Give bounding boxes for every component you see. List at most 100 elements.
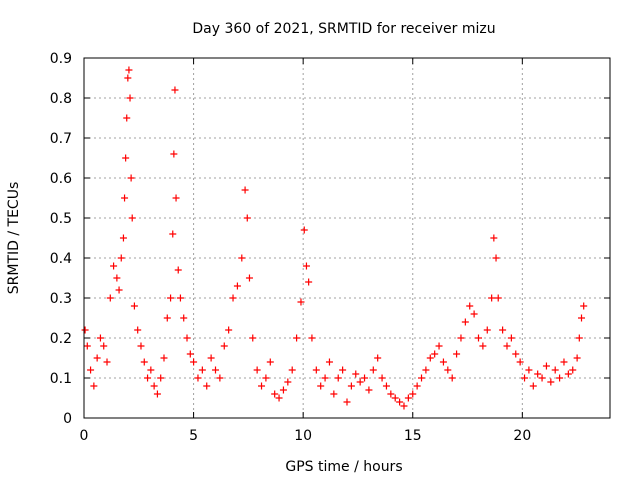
data-point — [160, 354, 168, 362]
data-point — [81, 326, 89, 334]
data-point — [547, 378, 555, 386]
x-tick-label: 15 — [404, 428, 422, 444]
data-point — [113, 274, 121, 282]
data-point — [300, 226, 308, 234]
data-point — [275, 394, 283, 402]
plot-frame — [83, 57, 611, 419]
data-point — [103, 358, 111, 366]
y-tick-label: 0.9 — [50, 51, 72, 67]
data-point — [157, 374, 165, 382]
data-point — [396, 398, 404, 406]
data-point — [453, 350, 461, 358]
data-point — [422, 366, 430, 374]
data-point — [271, 390, 279, 398]
data-point — [134, 326, 142, 334]
data-point — [284, 378, 292, 386]
data-point — [409, 390, 417, 398]
data-point — [288, 366, 296, 374]
data-point — [426, 354, 434, 362]
data-point — [150, 382, 158, 390]
data-point — [127, 174, 135, 182]
data-point — [203, 382, 211, 390]
data-point — [183, 334, 191, 342]
data-point — [494, 294, 502, 302]
data-point — [575, 334, 583, 342]
data-point — [258, 382, 266, 390]
data-point — [297, 298, 305, 306]
data-point — [220, 342, 228, 350]
data-point — [490, 234, 498, 242]
data-point — [343, 398, 351, 406]
data-point — [369, 366, 377, 374]
data-point — [308, 334, 316, 342]
y-axis-label: SRMTID / TECUs — [6, 182, 22, 295]
data-point — [499, 326, 507, 334]
data-point — [225, 326, 233, 334]
data-point — [317, 382, 325, 390]
data-point — [253, 366, 261, 374]
data-point — [556, 374, 564, 382]
data-point — [169, 230, 177, 238]
y-tick-label: 0.4 — [50, 251, 72, 267]
data-series — [81, 66, 588, 410]
x-axis-label: GPS time / hours — [285, 459, 402, 475]
y-tick-label: 0 — [63, 411, 72, 427]
y-tick-label: 0.6 — [50, 171, 72, 187]
data-point — [444, 366, 452, 374]
data-point — [374, 354, 382, 362]
data-point — [365, 386, 373, 394]
data-point — [400, 402, 408, 410]
data-point — [117, 254, 125, 262]
data-point — [83, 342, 91, 350]
data-point — [525, 366, 533, 374]
data-point — [238, 254, 246, 262]
data-point — [305, 278, 313, 286]
data-point — [321, 374, 329, 382]
data-point — [212, 366, 219, 374]
data-point — [233, 282, 241, 290]
data-point — [431, 350, 439, 358]
data-point — [106, 294, 114, 302]
data-point — [90, 382, 98, 390]
data-point — [503, 342, 511, 350]
data-point — [171, 86, 179, 94]
y-tick-label: 0.3 — [50, 291, 72, 307]
data-point — [279, 386, 287, 394]
data-point — [448, 374, 456, 382]
data-point — [115, 286, 123, 294]
data-point — [578, 314, 586, 322]
data-point — [352, 370, 360, 378]
data-point — [194, 374, 202, 382]
data-point — [241, 186, 249, 194]
data-point — [170, 150, 178, 158]
data-point — [361, 374, 369, 382]
data-point — [122, 154, 130, 162]
data-point — [330, 390, 338, 398]
data-point — [100, 342, 108, 350]
data-point — [153, 390, 161, 398]
data-point — [167, 294, 175, 302]
data-point — [391, 394, 399, 402]
data-point — [262, 374, 270, 382]
data-point — [121, 194, 129, 202]
x-tick-label: 5 — [189, 428, 198, 444]
data-point — [492, 254, 500, 262]
data-point — [542, 362, 550, 370]
data-point — [176, 294, 184, 302]
y-tick-label: 0.5 — [50, 211, 72, 227]
axis-ticks: 0 0.1 0.2 0.3 0.4 0.5 0.6 0.7 0.8 0.9 0 5 10 15 20 — [50, 51, 610, 444]
data-point — [564, 370, 572, 378]
data-point — [488, 294, 496, 302]
data-point — [87, 366, 95, 374]
x-tick-label: 20 — [513, 428, 531, 444]
data-point — [339, 366, 347, 374]
data-point — [529, 382, 537, 390]
data-point — [302, 262, 310, 270]
data-point — [418, 374, 426, 382]
data-point — [198, 366, 206, 374]
y-tick-label: 0.7 — [50, 131, 72, 147]
data-point — [538, 374, 546, 382]
data-point — [521, 374, 529, 382]
data-point — [325, 358, 333, 366]
